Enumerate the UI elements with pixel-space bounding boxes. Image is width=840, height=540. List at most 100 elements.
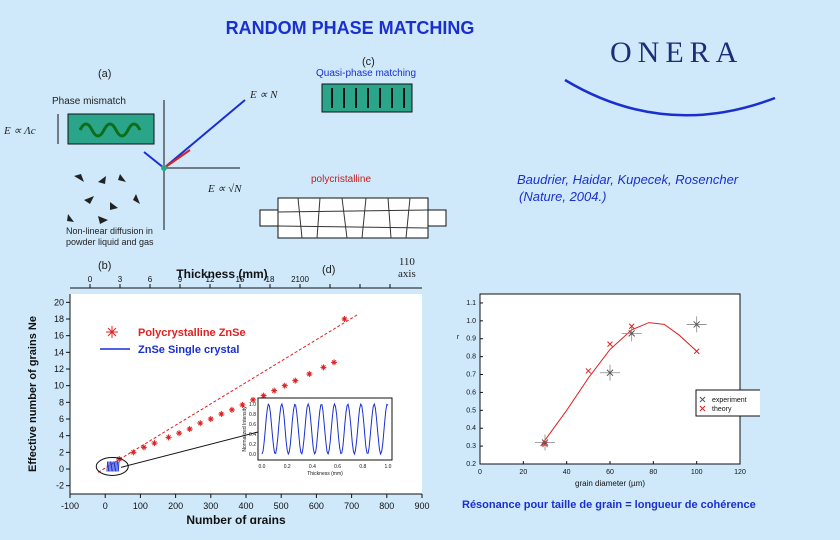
chart-resonance: 0 20 40 60 80 100 120 0.2 0.3 0.4 0.5 0.6 0.7 0.8 0.9 1… — [457, 293, 760, 488]
y-tick-label: 2 — [59, 447, 64, 457]
top-tick-label: 12 — [206, 275, 215, 284]
x-tick-label: 900 — [414, 501, 429, 511]
x-tick-label: 120 — [734, 469, 746, 476]
theory-point — [542, 441, 548, 448]
cluster-mark — [109, 461, 111, 472]
data-point — [130, 449, 137, 456]
wave-icon — [78, 122, 142, 138]
x-tick-label: 700 — [344, 501, 359, 511]
axis-110-label: 110 axis — [398, 256, 416, 280]
data-point — [271, 387, 278, 394]
inset-x-title: Thickness (mm) — [307, 471, 343, 477]
experiment-point — [693, 321, 701, 328]
top-tick-label: 18 — [266, 275, 275, 284]
x-tick-label: 40 — [563, 469, 571, 476]
authors-citation: Baudrier, Haidar, Kupecek, Rosencher (Na… — [517, 172, 739, 204]
y-axis-title: r — [457, 334, 460, 341]
page-title: RANDOM PHASE MATCHING — [225, 18, 475, 38]
y-tick-label: 0 — [59, 464, 64, 474]
x-tick-label: 400 — [238, 501, 253, 511]
inset-y-tick-label: 1.0 — [249, 402, 256, 408]
data-point — [320, 364, 327, 371]
y-tick-label: 12 — [54, 364, 64, 374]
x-tick-label: -100 — [61, 501, 79, 511]
inset-x-tick-label: 0.6 — [334, 464, 341, 470]
y-tick-label: 16 — [54, 331, 64, 341]
label-d: (d) — [322, 264, 336, 276]
data-point — [250, 396, 257, 403]
cluster-mark — [113, 461, 116, 472]
x-tick-label: 0 — [103, 501, 108, 511]
y-tick-label: 0.7 — [466, 372, 476, 379]
inset-x-tick-label: 0.8 — [359, 464, 366, 470]
inset-y-title: Normalized Intensity — [242, 406, 248, 452]
legend-label-poly: Polycrystalline ZnSe — [138, 327, 246, 339]
data-point — [140, 444, 147, 451]
logo-swoosh — [564, 78, 776, 117]
theory-point — [693, 348, 700, 355]
plot-area — [70, 294, 422, 494]
phase-mismatch-diagram — [57, 99, 246, 230]
x-tick-label: 20 — [519, 469, 527, 476]
data-point — [239, 401, 246, 408]
data-point — [165, 434, 172, 441]
top-tick-label: 2100 — [291, 275, 309, 284]
data-point — [151, 440, 158, 447]
quasi-phase-label: Quasi-phase matching — [316, 68, 417, 79]
top-tick-label: 6 — [148, 275, 153, 284]
legend-label-single: ZnSe Single crystal — [138, 344, 239, 356]
legend-marker-poly — [106, 326, 118, 338]
legend-marker-theory — [699, 405, 706, 412]
experiment-point — [606, 369, 614, 377]
data-point — [176, 430, 183, 437]
x-tick-label: 80 — [649, 469, 657, 476]
theory-point — [585, 368, 592, 374]
inset-x-tick-label: 0.2 — [284, 464, 291, 470]
e-prop-sqrt-n-label: E ∝ √N — [208, 183, 242, 195]
label-b: (b) — [98, 260, 112, 272]
data-point — [341, 316, 348, 322]
inset-x-tick-label: 0.4 — [309, 464, 316, 470]
x-tick-label: 500 — [274, 501, 289, 511]
inset-x-tick-label: 1.0 — [385, 464, 392, 470]
label-a: (a) — [98, 68, 112, 80]
data-point — [197, 420, 204, 427]
fit-line — [97, 313, 359, 473]
inset-y-tick-label: 0.4 — [249, 432, 256, 438]
top-tick-label: 0 — [88, 275, 93, 284]
cluster-mark — [116, 461, 119, 472]
y-tick-label: -2 — [56, 481, 64, 491]
experiment-point — [541, 439, 549, 446]
cluster-mark — [110, 461, 113, 472]
y-tick-label: 1.0 — [466, 318, 476, 325]
experiment-point — [628, 330, 636, 337]
y-tick-label: 10 — [54, 381, 64, 391]
data-point — [260, 392, 267, 399]
x-axis-title: Number of grains — [186, 513, 286, 524]
x-tick-label: 600 — [309, 501, 324, 511]
quasi-phase-diagram — [321, 83, 413, 113]
top-tick-label: 15 — [236, 275, 245, 284]
chart-b: -100 0 100 200 300 400 500 600 700 800 900-2024681… — [27, 267, 430, 524]
x-tick-label: 100 — [691, 469, 703, 476]
cluster-mark — [106, 461, 109, 472]
e-prop-lambda-label: E ∝ Λc — [4, 125, 36, 137]
y-tick-label: 0.3 — [466, 443, 476, 450]
legend-marker-experiment — [699, 396, 706, 403]
y-axis-title: Effective number of grains Ne — [27, 316, 39, 472]
random-arrows — [67, 174, 140, 224]
theory-point — [607, 341, 613, 347]
legend-label-experiment: experiment — [712, 397, 747, 404]
polycristalline-label: polycristalline — [311, 174, 372, 185]
nonlinear-diffusion-label: Non-linear diffusion in powder liquid and… — [66, 226, 154, 247]
y-tick-label: 1.1 — [466, 300, 476, 307]
y-tick-label: 8 — [59, 397, 64, 407]
cluster-ellipse — [95, 457, 129, 476]
theory-point — [628, 323, 635, 330]
data-point — [306, 371, 313, 377]
x-tick-label: 200 — [168, 501, 183, 511]
data-point — [331, 359, 337, 366]
cluster-mark — [112, 461, 114, 472]
inset-y-tick-label: 0.2 — [249, 442, 256, 448]
data-point — [186, 426, 193, 432]
